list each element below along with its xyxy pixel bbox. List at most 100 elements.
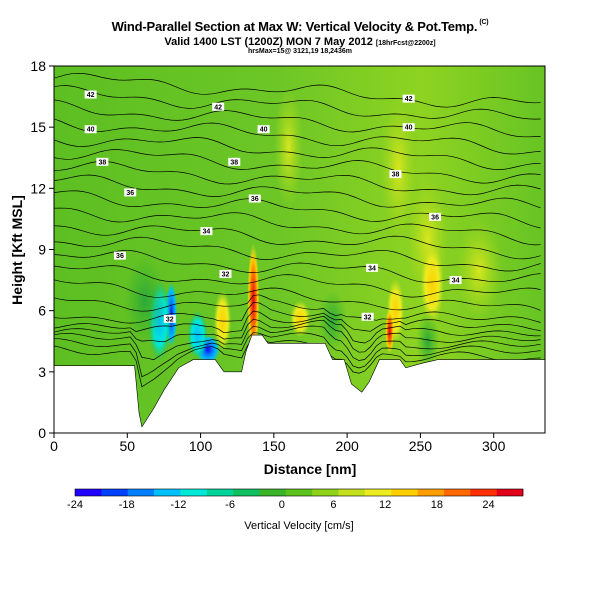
colorbar-tick-label: -18 — [119, 499, 135, 511]
max-info-subtitle: hrsMax=15@ 3121,19 18,2436m — [248, 48, 352, 55]
colorbar-swatch — [233, 489, 260, 496]
colorbar-swatch — [259, 489, 287, 496]
colorbar-swatch — [285, 489, 313, 496]
x-tick-label: 200 — [335, 438, 359, 454]
contour-label: 40 — [260, 127, 268, 134]
colorbar-swatch — [154, 489, 181, 496]
contour-label-box — [113, 251, 126, 260]
contour-label-box — [248, 194, 261, 203]
velocity-blob — [273, 86, 304, 209]
y-tick-label: 0 — [38, 425, 46, 441]
theta-contours — [54, 72, 541, 388]
colorbar-swatch — [364, 489, 392, 496]
theta-contour-line — [54, 99, 541, 138]
theta-contour-line — [54, 207, 541, 246]
theta-contour-line — [54, 160, 541, 196]
contour-label: 34 — [452, 278, 460, 285]
colorbar-swatch — [206, 489, 234, 496]
colorbar-swatch — [180, 489, 208, 496]
plot-area — [54, 66, 545, 433]
colorbar-tick-label: 18 — [431, 499, 443, 511]
contour-label: 38 — [230, 159, 238, 166]
x-tick-label: 100 — [189, 438, 213, 454]
theta-contour-line — [54, 325, 541, 361]
contour-label-box — [212, 102, 225, 111]
x-tick-label: 50 — [119, 438, 135, 454]
contour-label: 32 — [166, 316, 174, 323]
colorbar-tick-label: -6 — [225, 499, 235, 511]
contour-label-box — [402, 123, 415, 132]
colorbar-swatch — [75, 489, 102, 496]
x-tick-label: 150 — [262, 438, 286, 454]
contour-label: 32 — [364, 314, 372, 321]
colorbar-tick-label: 6 — [330, 499, 336, 511]
colorbar-ticks: -24 -18 -12 -6 0 6 12 18 24 — [67, 499, 495, 511]
velocity-blob — [187, 310, 208, 360]
x-tick-label: 0 — [50, 438, 58, 454]
contour-label: 34 — [203, 229, 211, 236]
contour-label-box — [84, 125, 97, 134]
theta-contour-line — [54, 265, 541, 298]
terrain-mask — [54, 334, 545, 433]
theta-contour-line — [54, 310, 541, 344]
theta-contour-line — [54, 85, 541, 120]
colorbar-tick-label: 24 — [482, 499, 494, 511]
contour-label: 36 — [116, 253, 124, 260]
velocity-blob — [455, 218, 503, 321]
colorbar-swatch — [417, 489, 445, 496]
contour-label-box — [124, 188, 137, 197]
y-tick-label: 15 — [30, 119, 46, 135]
x-tick-label: 250 — [409, 438, 433, 454]
contour-label-box — [366, 263, 379, 272]
colorbar-swatch — [391, 489, 418, 496]
colorbar-swatch — [338, 489, 366, 496]
colorbar-swatch — [443, 489, 471, 496]
colorbar-tick-label: -12 — [170, 499, 186, 511]
colorbar-swatch — [470, 489, 497, 496]
colorbar — [74, 488, 524, 497]
contour-label: 36 — [431, 214, 439, 221]
contour-label: 42 — [87, 92, 95, 99]
colorbar-tick-label: 12 — [379, 499, 391, 511]
theta-contour-line — [54, 318, 541, 353]
contour-labels: 42 42 42 40 40 40 38 38 38 36 36 36 34 34 34 36 32 32 32 — [84, 90, 462, 323]
theta-contour-line — [54, 236, 541, 272]
theta-contour-line — [54, 294, 541, 323]
contour-label: 36 — [126, 190, 134, 197]
theta-contour-line — [54, 302, 541, 332]
x-axis-label: Distance [nm] — [264, 461, 357, 477]
contour-label-box — [449, 276, 462, 285]
velocity-blob — [317, 290, 348, 352]
theta-contour-line — [54, 279, 541, 311]
y-tick-label: 9 — [38, 242, 46, 258]
colorbar-tick-label: 0 — [279, 499, 285, 511]
y-axis-label: Height [Kft MSL] — [9, 195, 25, 305]
contour-label-box — [429, 212, 442, 221]
theta-contour-line — [54, 174, 541, 209]
contour-label-box — [228, 157, 241, 166]
theta-contour-line — [54, 332, 541, 378]
contour-label-box — [200, 227, 213, 236]
colorbar-swatch — [496, 489, 524, 496]
theta-contour-line — [54, 137, 541, 170]
contour-label-box — [219, 269, 232, 278]
colorbar-swatch — [101, 489, 129, 496]
contour-label: 40 — [87, 127, 95, 134]
theta-contour-line — [54, 72, 541, 108]
y-axis: 0 3 6 9 12 15 18 — [30, 58, 54, 441]
colorbar-label: Vertical Velocity [cm/s] — [244, 520, 353, 532]
y-tick-label: 12 — [30, 180, 46, 196]
y-tick-label: 6 — [38, 303, 46, 319]
contour-label: 32 — [222, 271, 230, 278]
contour-label: 34 — [368, 265, 376, 272]
contour-label-box — [402, 94, 415, 103]
theta-contour-line — [54, 339, 541, 388]
colorbar-swatch — [312, 489, 339, 496]
velocity-blob — [289, 300, 311, 338]
theta-contour-line — [54, 190, 541, 229]
contour-label-box — [257, 125, 270, 134]
contour-label: 36 — [251, 196, 259, 203]
contour-label: 38 — [392, 172, 400, 179]
y-tick-label: 3 — [38, 364, 46, 380]
